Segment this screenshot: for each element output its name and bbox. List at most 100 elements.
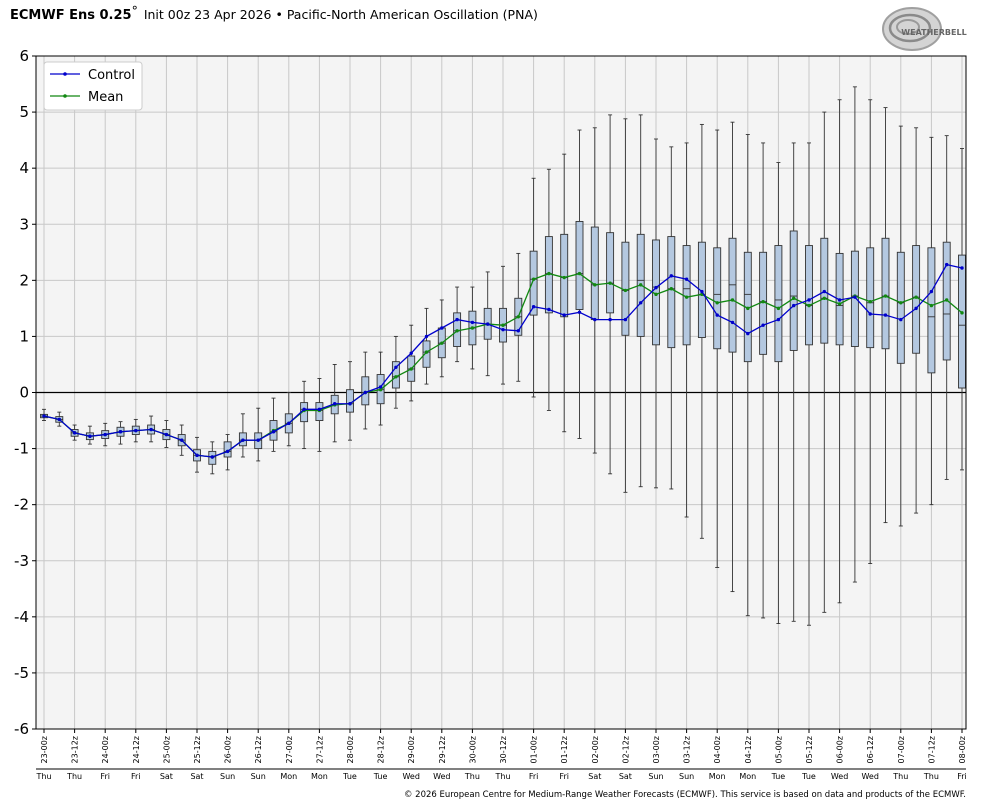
series-point-control [210,455,214,459]
series-lines [42,262,964,459]
box-iqr [774,245,783,363]
x-tick-date-label: 29-12z [438,736,447,763]
x-tick-day-label: Mon [280,772,297,781]
series-point-mean [623,288,628,293]
x-tick-day-label: Wed [861,772,878,781]
series-point-control [333,402,337,406]
x-tick-date-label: 25-00z [162,736,171,763]
series-point-mean [394,375,398,379]
y-tick-label: -3 [14,552,29,570]
box-58 [927,136,936,506]
series-point-control [776,317,781,322]
series-point-mean [914,295,918,299]
x-tick-day-label: Sat [160,772,173,781]
x-tick-date-label: 01-12z [560,736,569,763]
series-point-mean [516,315,520,319]
degree-sign: ° [132,3,138,18]
box-iqr [866,247,875,349]
y-tick-label: 4 [19,159,29,177]
x-tick-day-label: Mon [709,772,726,781]
x-tick-date-label: 27-12z [315,736,324,763]
series-point-control [287,421,291,426]
series-point-mean [577,271,582,276]
x-tick-day-label: Sun [648,772,663,781]
series-point-mean [746,306,750,311]
series-point-control [669,274,673,278]
box-36 [590,127,599,454]
series-point-mean [593,283,597,287]
x-tick-day-label: Sat [619,772,632,781]
series-point-control [394,365,398,369]
x-tick-date-label: 23-00z [40,736,49,763]
series-point-control [317,407,322,412]
series-point-mean [899,301,903,305]
box-iqr [713,247,722,350]
box-iqr [575,220,584,310]
series-point-mean [807,303,811,308]
x-tick-day-label: Fri [131,772,141,781]
box-iqr [958,254,966,389]
series-point-mean [639,283,643,287]
series-point-control [501,327,505,332]
x-tick-date-label: 03-00z [652,736,661,763]
y-tick-label: 5 [19,103,29,121]
series-point-mean [837,302,842,306]
series-point-mean [761,299,765,304]
series-point-control [195,453,199,458]
series-point-control [929,289,934,294]
box-34 [560,153,569,433]
x-tick-day-label: Tue [801,772,816,781]
box-iqr [896,251,905,364]
box-iqr [590,226,599,321]
x-tick-day-label: Sun [251,772,266,781]
x-tick-day-label: Wed [402,772,419,781]
legend-label-control: Control [88,68,135,83]
x-tick-day-label: Fri [559,772,569,781]
series-point-mean [562,275,566,280]
chart-subtitle: Init 00z 23 Apr 2026 • Pacific-North Ame… [144,7,538,22]
box-iqr [805,245,813,346]
x-tick-day-label: Fri [957,772,967,781]
series-point-mean [960,311,964,315]
series-point-control [822,289,826,294]
x-tick-date-label: 02-00z [591,736,600,763]
series-point-control [455,317,459,322]
series-point-control [271,430,276,434]
series-point-control [639,301,643,305]
series-point-control [577,310,582,315]
legend: Control Mean [43,61,143,111]
series-point-control [868,312,872,316]
series-point-control [225,449,230,454]
box-35 [575,129,584,439]
x-tick-day-label: Tue [342,772,357,781]
series-point-mean [715,301,719,305]
series-point-control [149,427,153,432]
logo-text: WEATHERBELL [901,28,966,37]
series-point-mean [424,350,429,354]
box-48 [774,162,783,625]
box-iqr [529,250,538,316]
x-tick-day-label: Wed [831,772,848,781]
box-iqr [667,236,676,349]
y-tick-label: -1 [14,440,29,458]
x-tick-date-label: 28-00z [346,736,355,763]
series-point-mean [501,323,505,327]
x-tick-date-label: 07-00z [897,736,906,763]
series-point-mean [822,296,826,300]
series-point-mean [945,298,949,302]
series-point-control [562,313,566,317]
series-point-mean [684,295,689,299]
series-point-mean [868,299,872,304]
x-tick-date-label: 07-12z [927,736,936,763]
series-point-control [470,320,475,325]
series-point-mean [547,271,551,276]
box-iqr [346,389,354,413]
x-tick-day-label: Thu [35,772,51,781]
x-tick-day-label: Thu [66,772,82,781]
legend-item-mean: Mean [50,90,123,105]
y-tick-label: -4 [14,608,29,626]
series-point-control [256,438,260,442]
series-point-control [531,304,536,309]
x-tick-day-label: Thu [923,772,939,781]
